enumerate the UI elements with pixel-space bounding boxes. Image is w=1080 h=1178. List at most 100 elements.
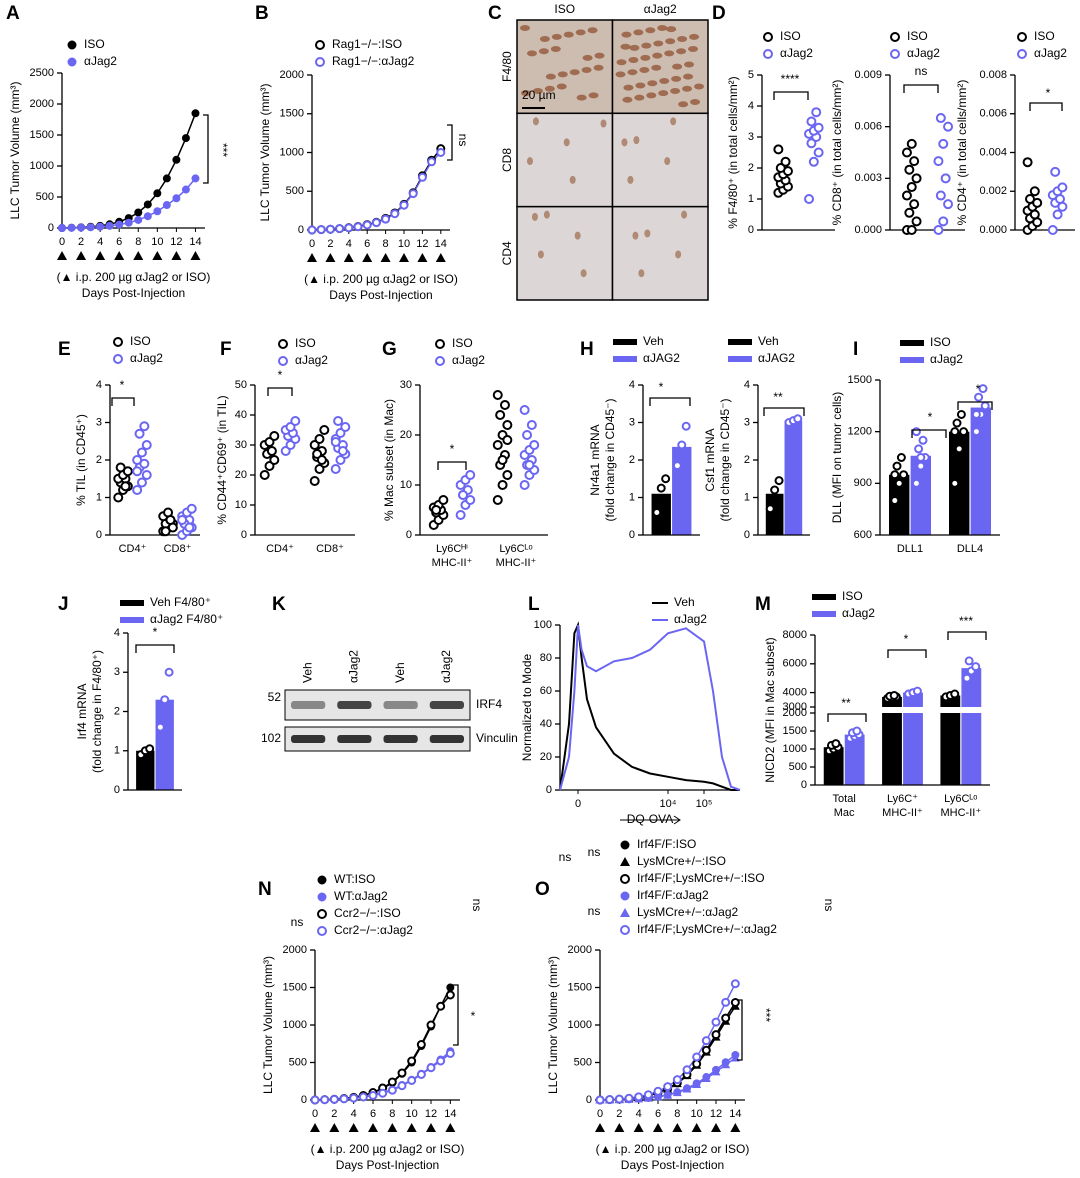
- data-point: [105, 221, 114, 230]
- x-tick-label: 2: [327, 238, 333, 250]
- stain: [576, 94, 587, 101]
- y-tick-label: 10: [400, 479, 412, 491]
- y-tick-label: 1500: [30, 129, 54, 141]
- panel-letter: H: [580, 339, 594, 360]
- significance: *: [471, 1009, 476, 1023]
- data-point: [692, 1059, 702, 1069]
- data-point: [381, 214, 391, 224]
- significance: ns: [456, 134, 470, 147]
- lane-label: Veh: [393, 662, 407, 683]
- bar: [940, 695, 961, 785]
- data-point: [950, 689, 960, 699]
- data-point: [136, 477, 147, 488]
- y-tick-label: 1000: [280, 146, 304, 158]
- legend-label: ISO: [907, 29, 928, 43]
- bracket: [453, 984, 459, 1046]
- x-tick-label: 14: [444, 1108, 456, 1120]
- y-axis-label: % CD4⁺ (in total cells/mm²): [955, 80, 969, 226]
- y-axis-label: (fold change in CD45⁻): [718, 398, 732, 521]
- y-tick-label: 4: [748, 100, 754, 112]
- y-axis-label: % TIL (in CD45⁺): [74, 414, 88, 506]
- data-point: [340, 422, 351, 432]
- y-tick-label: 1500: [783, 725, 807, 737]
- stain: [666, 26, 677, 33]
- data-point: [524, 460, 535, 470]
- data-point: [813, 147, 824, 158]
- bar: [784, 420, 803, 535]
- bar: [910, 455, 931, 535]
- legend-marker: [1017, 32, 1027, 42]
- y-tick-label: 2000: [568, 944, 592, 956]
- y-axis-label: LLC Tumor Volume (mm³): [8, 81, 22, 219]
- data-point: [971, 427, 981, 437]
- x-axis-label: Days Post-Injection: [336, 1158, 439, 1172]
- data-point: [314, 434, 325, 444]
- legend-label: ISO: [930, 335, 951, 349]
- data-point: [692, 1052, 702, 1062]
- data-point: [436, 148, 446, 157]
- data-point: [681, 421, 691, 431]
- data-point: [906, 138, 917, 149]
- y-axis-label: % F4/80⁺ (in total cells/mm²): [726, 76, 740, 228]
- data-point: [721, 1060, 731, 1069]
- y-tick-label: 1: [748, 193, 754, 205]
- y-tick-label: 2: [629, 454, 635, 466]
- data-point: [806, 116, 817, 127]
- data-point: [663, 1090, 673, 1099]
- y-tick-label: 0: [744, 529, 750, 541]
- data-point: [904, 207, 915, 218]
- x-tick-label: Ly6Cᴸᵒ: [944, 793, 977, 805]
- legend-marker: [113, 337, 123, 347]
- y-tick-label: 1000: [283, 1019, 307, 1031]
- panel-letter: O: [535, 879, 550, 900]
- data-point: [634, 1092, 644, 1102]
- y-axis-label: LLC Tumor Volume (mm³): [546, 956, 560, 1094]
- x-axis-label: (▲ i.p. 200 µg αJag2 or ISO): [57, 270, 211, 284]
- panel-letter: L: [528, 594, 540, 615]
- data-point: [162, 201, 171, 210]
- stain: [627, 69, 638, 76]
- x-tick-label: 4: [636, 1108, 642, 1120]
- legend-swatch: [812, 594, 836, 600]
- x-tick-label: 0: [59, 236, 65, 248]
- y-tick-label: 3000: [783, 701, 807, 713]
- data-point: [804, 194, 815, 204]
- data-point: [399, 200, 409, 210]
- bar: [970, 407, 991, 535]
- data-point: [721, 997, 731, 1007]
- stain: [520, 90, 531, 97]
- y-tick-label: 1500: [283, 981, 307, 993]
- stain: [651, 64, 662, 71]
- stain: [647, 80, 658, 87]
- legend-label: Veh: [758, 334, 779, 348]
- dose-marker: [348, 1123, 359, 1132]
- legend-marker: [113, 354, 123, 364]
- data-point: [269, 431, 280, 441]
- stain: [623, 84, 634, 91]
- panel-letter: F: [220, 339, 232, 360]
- x-axis-label: (▲ i.p. 200 µg αJag2 or ISO): [596, 1142, 750, 1156]
- stain: [632, 231, 639, 240]
- data-point: [86, 223, 95, 232]
- data-point: [730, 979, 740, 989]
- data-point: [943, 199, 954, 210]
- dose-marker: [343, 253, 354, 262]
- data-point: [445, 990, 455, 1000]
- legend-label: Irf4F/F:ISO: [637, 837, 696, 851]
- data-point: [164, 667, 174, 677]
- legend-label: Rag1−/−:ISO: [332, 37, 402, 51]
- data-point: [358, 1092, 368, 1102]
- significance: ns: [470, 899, 484, 912]
- data-point: [316, 225, 326, 235]
- band-label: IRF4: [476, 697, 502, 711]
- stain: [588, 92, 599, 99]
- x-tick-label: 10⁵: [696, 798, 713, 810]
- data-point: [1025, 194, 1035, 204]
- data-point: [141, 440, 152, 450]
- data-point: [417, 172, 427, 182]
- data-point: [77, 223, 86, 232]
- panel-letter: A: [6, 3, 20, 24]
- data-point: [465, 470, 476, 480]
- bar: [882, 696, 902, 785]
- data-point: [950, 427, 960, 437]
